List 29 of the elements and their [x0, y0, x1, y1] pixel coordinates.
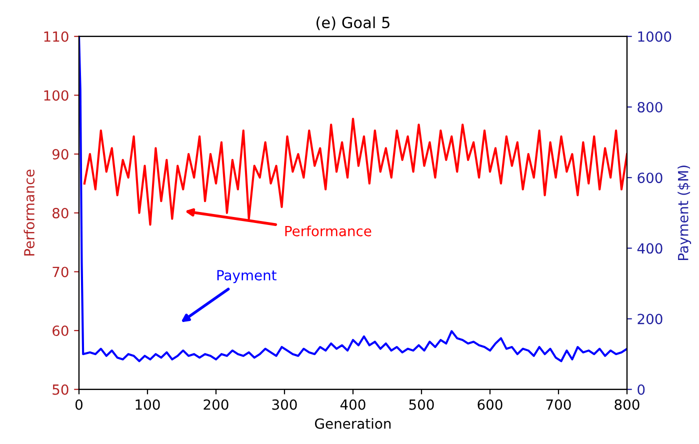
y2-tick-label: 0: [638, 384, 645, 395]
y-tick-label: 50: [52, 384, 68, 395]
y2-axis-title: Payment ($M): [678, 166, 692, 260]
annotation: Payment: [217, 270, 276, 284]
x-axis-title: Generation: [315, 418, 391, 429]
x-tick-label: 600: [478, 399, 502, 410]
x-tick-label: 500: [409, 399, 434, 410]
chart-title: (e) Goal 5: [316, 16, 390, 30]
y-tick-label: 100: [44, 90, 68, 101]
y2-tick-label: 1000: [638, 31, 672, 42]
y-axis-title: Performance: [24, 170, 35, 256]
x-tick-label: 700: [546, 399, 571, 410]
y-tick-label: 80: [52, 208, 68, 218]
line-series: [83, 118, 628, 226]
y-tick-label: 70: [52, 266, 68, 278]
x-tick-label: 0: [75, 399, 82, 410]
x-tick-label: 300: [272, 399, 297, 410]
y2-tick-label: 400: [637, 243, 662, 254]
y-tick-label: 110: [44, 31, 68, 42]
y2-tick-label: 200: [638, 314, 662, 324]
x-tick-label: 100: [136, 399, 160, 410]
y-tick-label: 60: [52, 326, 68, 336]
y-tick-label: 90: [52, 149, 68, 160]
annotation: Performance: [285, 226, 372, 236]
x-tick-label: 800: [614, 399, 640, 410]
y2-tick-label: 600: [638, 172, 662, 184]
x-tick-label: 200: [204, 399, 228, 410]
y2-tick-label: 800: [638, 102, 662, 112]
x-tick-label: 400: [340, 399, 366, 410]
